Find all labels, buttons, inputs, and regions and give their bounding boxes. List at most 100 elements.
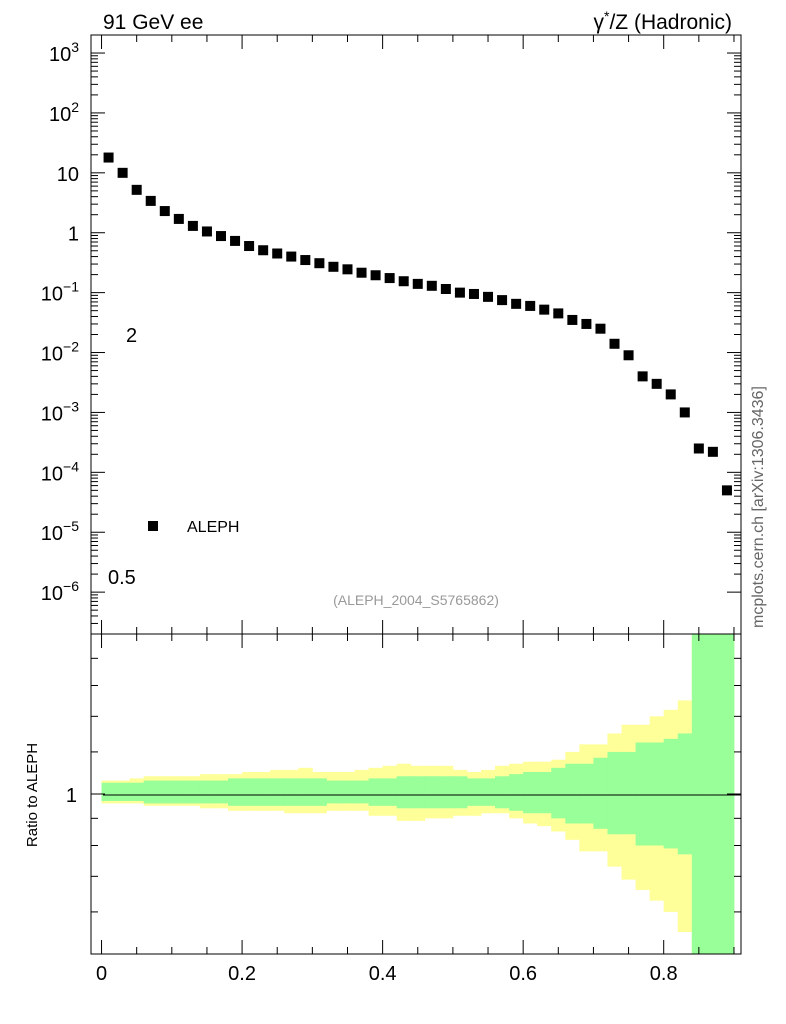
data-point	[679, 407, 690, 418]
data-point	[412, 278, 423, 289]
ratio-band-inner	[326, 780, 341, 804]
header-right-label: γ*/Z (Hadronic)	[594, 8, 732, 34]
ratio-band-inner	[649, 742, 665, 846]
data-point	[581, 318, 592, 329]
ratio-band-inner	[115, 782, 131, 802]
ratio-band-inner	[382, 778, 398, 806]
data-point	[440, 283, 451, 294]
data-point	[483, 291, 494, 302]
ratio-band-inner	[312, 778, 327, 806]
ratio-band-inner	[368, 778, 384, 806]
data-point	[637, 371, 648, 382]
ratio-band-inner	[705, 634, 721, 954]
data-point	[454, 287, 465, 298]
ratio-y-axis-title: Ratio to ALEPH	[24, 743, 41, 847]
data-point	[651, 378, 662, 389]
data-point	[201, 226, 212, 237]
data-point	[286, 251, 297, 262]
ratio-band-inner	[354, 780, 369, 804]
ratio-band-inner	[621, 751, 636, 835]
data-point	[398, 276, 409, 287]
data-point	[159, 206, 170, 217]
data-point	[623, 350, 634, 361]
data-point	[665, 389, 676, 400]
y-tick-label: 103	[49, 39, 79, 66]
legend-label-aleph: ALEPH	[187, 519, 239, 536]
data-point	[272, 248, 283, 259]
data-point	[145, 195, 156, 206]
ratio-band-inner	[270, 778, 285, 806]
ratio-band-inner	[256, 778, 271, 806]
main-frame	[90, 34, 742, 635]
ratio-band-inner	[438, 776, 454, 809]
ratio-band-inner	[298, 778, 313, 806]
star-superscript: *	[604, 8, 610, 24]
ratio-band-inner	[677, 733, 693, 855]
ratio-frame	[90, 633, 742, 955]
data-point	[497, 295, 508, 306]
header-right-suffix: /Z (Hadronic)	[609, 11, 732, 34]
ratio-band-inner	[607, 751, 622, 835]
ratio-band-inner	[509, 774, 524, 811]
gamma-symbol: γ	[594, 11, 605, 34]
data-point	[595, 323, 606, 334]
x-tick-label: 0	[96, 963, 107, 985]
ratio-band-inner	[213, 780, 229, 804]
data-point	[230, 235, 241, 246]
x-tick-labels: 0 0.2 0.4 0.6 0.8	[96, 963, 678, 985]
ratio-band-inner	[228, 778, 243, 806]
data-point	[370, 270, 381, 281]
ratio-band-inner	[565, 763, 580, 824]
x-tick-label: 0.6	[509, 963, 537, 985]
y-tick-label: 10−4	[41, 458, 79, 485]
data-point	[173, 213, 184, 224]
y-tick-label: 10−5	[41, 518, 79, 545]
ratio-band-inner	[523, 771, 538, 814]
ratio-band-inner	[396, 776, 412, 809]
data-point	[468, 288, 479, 299]
y-tick-label: 10	[57, 164, 79, 186]
legend-marker	[148, 521, 158, 531]
ratio-plot: 1 Ratio to ALEPH	[24, 633, 742, 955]
stray-label-lower: 0.5	[108, 567, 136, 589]
y-tick-label: 10−6	[41, 578, 79, 605]
y-tick-label: 10−2	[41, 339, 79, 366]
data-point	[693, 443, 704, 454]
analysis-id: (ALEPH_2004_S5765862)	[333, 592, 499, 608]
data-point	[384, 273, 395, 284]
data-point	[187, 220, 198, 231]
ratio-band-inner	[537, 771, 552, 814]
data-point	[511, 298, 522, 309]
ratio-band-inner	[452, 776, 468, 809]
data-point	[314, 258, 325, 269]
ratio-band-inner	[635, 742, 651, 846]
ratio-band-inner	[691, 634, 707, 954]
data-point	[426, 280, 437, 291]
data-point	[567, 314, 578, 325]
legend: ALEPH	[148, 519, 239, 536]
ratio-band-inner	[495, 776, 510, 809]
ratio-band-inner	[593, 757, 608, 829]
data-point	[103, 152, 114, 163]
data-point	[609, 338, 620, 349]
data-point	[117, 167, 128, 178]
x-tick-label: 0.2	[228, 963, 256, 985]
data-point	[553, 308, 564, 319]
x-tick-label: 0.8	[650, 963, 678, 985]
ratio-band-inner	[242, 778, 257, 806]
ratio-band-inner	[551, 767, 566, 819]
ratio-band-inner	[340, 780, 355, 804]
ratio-band-inner	[157, 780, 173, 804]
ratio-band-inner	[481, 778, 496, 806]
ratio-band-inner	[410, 776, 426, 809]
aleph-markers	[103, 152, 732, 496]
data-point	[131, 184, 142, 195]
data-point	[258, 245, 269, 256]
data-point	[539, 304, 550, 315]
data-point	[356, 267, 367, 278]
data-point	[300, 255, 311, 266]
ratio-band-inner	[143, 780, 159, 804]
